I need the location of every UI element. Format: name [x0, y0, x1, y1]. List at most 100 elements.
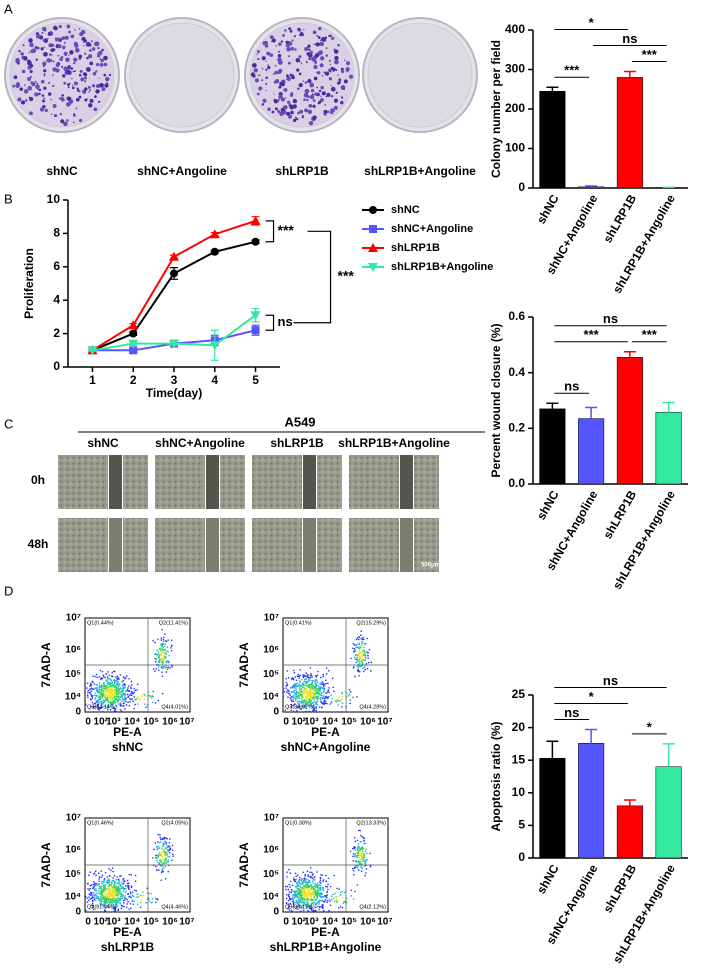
- event: [105, 685, 108, 687]
- event: [355, 638, 358, 641]
- colony: [317, 36, 321, 39]
- event: [308, 691, 311, 693]
- event: [95, 889, 98, 892]
- colony: [29, 70, 33, 74]
- event: [289, 902, 292, 905]
- wound-gap: [206, 518, 219, 572]
- event: [166, 855, 169, 857]
- event: [319, 882, 322, 884]
- event: [316, 890, 319, 892]
- event: [114, 897, 117, 900]
- event: [341, 698, 344, 701]
- event: [124, 708, 126, 710]
- event: [307, 674, 309, 677]
- event: [95, 687, 97, 689]
- event: [111, 681, 114, 684]
- event: [166, 846, 169, 849]
- colony: [84, 80, 87, 83]
- event: [89, 698, 92, 700]
- event: [295, 697, 297, 700]
- event: [353, 650, 355, 652]
- colony: [290, 74, 295, 78]
- event: [297, 692, 300, 695]
- event: [119, 902, 122, 905]
- event: [297, 904, 300, 907]
- colony: [304, 108, 309, 113]
- event: [96, 687, 99, 689]
- event: [160, 654, 162, 656]
- event: [308, 687, 311, 690]
- event: [162, 638, 165, 641]
- colony: [63, 51, 68, 56]
- wound-tile: [414, 455, 439, 509]
- event: [343, 891, 346, 894]
- event: [108, 697, 110, 699]
- colony: [320, 95, 322, 97]
- event: [363, 839, 365, 842]
- event: [300, 892, 302, 894]
- error-bar: [546, 86, 559, 92]
- event: [304, 884, 306, 887]
- wound-tile: [123, 518, 148, 572]
- colony: [78, 27, 81, 30]
- colony: [52, 67, 57, 72]
- significance-label: ***: [584, 327, 600, 342]
- event: [297, 881, 300, 884]
- colony: [80, 77, 85, 82]
- event: [170, 639, 173, 642]
- wound-column-label: shLRP1B+Angoline: [338, 436, 450, 450]
- event: [164, 841, 167, 843]
- event: [116, 905, 119, 908]
- event: [309, 690, 312, 692]
- colony: [318, 26, 322, 31]
- colony: [323, 112, 327, 116]
- event: [98, 898, 100, 901]
- event: [312, 688, 315, 690]
- colony: [346, 67, 349, 70]
- event: [105, 686, 108, 689]
- colony: [291, 39, 294, 42]
- colony: [314, 60, 318, 64]
- event: [94, 702, 96, 705]
- wound-gap: [400, 518, 413, 572]
- event: [309, 683, 311, 686]
- event: [311, 874, 314, 876]
- colony: [298, 60, 301, 63]
- colony: [315, 42, 320, 47]
- event: [158, 859, 161, 862]
- event: [287, 692, 289, 694]
- event: [295, 907, 297, 909]
- wound-column-label: shLRP1B: [270, 436, 324, 450]
- event: [326, 901, 328, 904]
- event: [154, 897, 157, 900]
- event: [288, 690, 290, 692]
- event: [141, 891, 144, 893]
- event: [296, 895, 298, 897]
- event: [286, 876, 288, 878]
- event: [300, 678, 303, 681]
- event: [318, 889, 320, 892]
- event: [116, 889, 118, 892]
- event: [119, 708, 122, 711]
- event: [117, 892, 119, 895]
- colony: [77, 89, 81, 93]
- event: [95, 683, 98, 686]
- event: [309, 875, 312, 878]
- event: [290, 690, 293, 693]
- event: [115, 689, 118, 692]
- event: [304, 904, 307, 906]
- event: [319, 886, 322, 889]
- colony: [256, 92, 260, 96]
- event: [159, 834, 161, 836]
- event: [136, 683, 139, 686]
- event: [318, 688, 321, 691]
- event: [106, 876, 109, 878]
- flow-y-tick: 10⁷: [264, 813, 279, 824]
- event: [106, 901, 109, 904]
- event: [339, 905, 342, 908]
- flow-x-tick: 10⁶: [360, 717, 376, 728]
- bar: [578, 186, 605, 189]
- event: [301, 880, 304, 883]
- event: [312, 689, 315, 692]
- colony: [275, 45, 277, 47]
